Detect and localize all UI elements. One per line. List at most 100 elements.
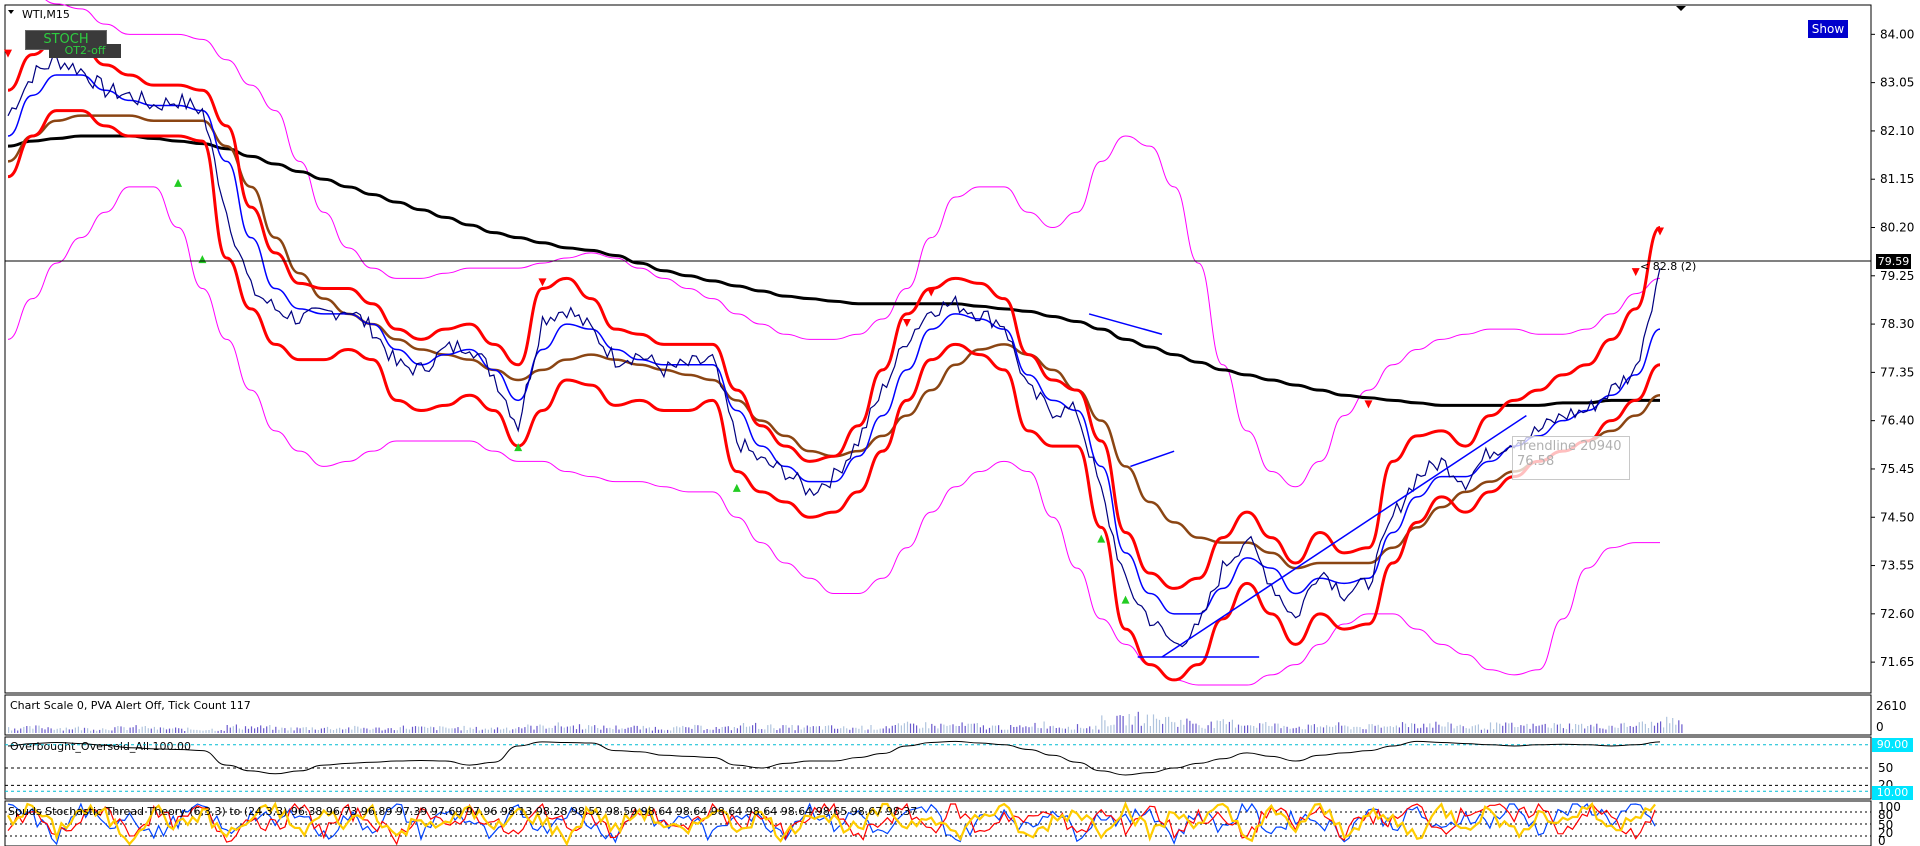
volume-bar (1213, 728, 1215, 733)
volume-bar (211, 728, 213, 733)
volume-bar (120, 726, 122, 733)
trendline-mid[interactable] (1130, 450, 1175, 468)
window-menu-triangle-icon[interactable] (8, 10, 14, 14)
volume-bar (685, 727, 687, 733)
volume-bar (1502, 725, 1504, 733)
volume-bar (442, 726, 444, 733)
volume-bar (1541, 724, 1543, 733)
cursor-label: < 82.8 (2) (1640, 260, 1696, 273)
volume-bar (1477, 724, 1479, 733)
volume-bar (263, 728, 265, 733)
volume-bar (1359, 727, 1361, 733)
volume-bar (1326, 725, 1328, 733)
volume-bar (427, 727, 429, 733)
volume-bar (1505, 722, 1507, 733)
volume-bar (1456, 725, 1458, 733)
volume-bar (1016, 726, 1018, 733)
volume-bar (293, 730, 295, 733)
series-red-upper (7, 37, 1661, 590)
volume-bar (1007, 729, 1009, 733)
volume-bar (1158, 719, 1161, 733)
volume-bar (916, 725, 918, 733)
stoch-sub-label: OT2-off (49, 44, 121, 58)
volume-bar (1547, 727, 1549, 733)
volume-bar (1417, 728, 1419, 733)
volume-bar (1295, 727, 1297, 733)
volume-bar (1471, 726, 1473, 733)
volume-bar (1508, 723, 1510, 733)
volume-bar (153, 726, 155, 733)
volume-bar (114, 727, 116, 733)
volume-bar (794, 730, 796, 733)
volume-bar (150, 728, 152, 733)
volume-bar (41, 728, 43, 733)
volume-bar (527, 724, 529, 733)
volume-caption: Chart Scale 0, PVA Alert Off, Tick Count… (10, 699, 251, 712)
volume-bar (226, 725, 228, 733)
volume-bar (360, 728, 362, 733)
volume-bar (220, 730, 222, 733)
volume-bar (65, 727, 67, 733)
volume-bar (988, 727, 991, 733)
volume-bar (257, 727, 259, 733)
trendline-up[interactable] (1161, 414, 1527, 658)
volume-bar (1404, 723, 1407, 733)
volume-bar (1657, 722, 1659, 733)
volume-bar (1067, 726, 1069, 733)
volume-bar (803, 727, 805, 733)
volume-bar (1638, 722, 1640, 733)
volume-bar (214, 730, 216, 733)
volume-bar (1496, 722, 1498, 733)
volume-bar (852, 727, 854, 733)
obos-upper-tag: 90.00 (1872, 738, 1913, 752)
volume-bar (1204, 728, 1206, 733)
buy-arrow-icon (1121, 595, 1130, 604)
volume-bar (1626, 726, 1628, 733)
volume-bar (87, 728, 89, 733)
volume-bar (594, 725, 596, 733)
volume-bar (834, 728, 836, 733)
volume-bar (436, 730, 438, 733)
volume-bar (1356, 726, 1358, 733)
volume-bar (402, 725, 404, 733)
volume-bar (1362, 729, 1364, 733)
volume-bar (588, 725, 590, 733)
series-magenta-upper (45, 0, 1661, 488)
volume-bar (1004, 729, 1006, 733)
volume-bar (946, 725, 948, 733)
volume-bar (1523, 725, 1525, 733)
volume-bar (454, 728, 456, 733)
volume-bar (706, 729, 708, 733)
volume-bar (1086, 728, 1088, 733)
volume-bar (985, 729, 987, 733)
volume-bar (1192, 723, 1194, 733)
volume-bar (1052, 725, 1054, 733)
volume-bar (603, 725, 605, 733)
volume-bar (533, 729, 535, 733)
volume-bar (326, 726, 329, 733)
volume-bar (542, 725, 544, 733)
sell-arrow-icon (927, 288, 936, 297)
show-button[interactable]: Show (1808, 20, 1848, 38)
sell-arrow-icon (1364, 400, 1373, 409)
sell-arrow-icon (1631, 268, 1640, 277)
volume-bar (175, 727, 177, 733)
volume-bar (193, 729, 195, 733)
volume-bar (536, 725, 538, 733)
volume-bar (925, 722, 927, 733)
trendline-short[interactable] (1088, 313, 1163, 335)
sell-arrow-icon (538, 278, 547, 287)
volume-bar (982, 725, 984, 733)
volume-bar (53, 729, 55, 733)
volume-bar (894, 725, 896, 733)
volume-bar (958, 726, 960, 733)
volume-bar (1529, 728, 1531, 733)
volume-bar (1286, 726, 1288, 733)
volume-bar (1037, 727, 1039, 733)
volume-bar (1168, 716, 1170, 733)
price-tick-label: 79.25 (1880, 269, 1914, 283)
volume-bar (451, 728, 453, 733)
volume-bar (1407, 727, 1410, 733)
stoch-caption: Spuds Stochastic Thread Theory (6,3,3) t… (8, 805, 917, 818)
volume-bar (979, 727, 981, 733)
